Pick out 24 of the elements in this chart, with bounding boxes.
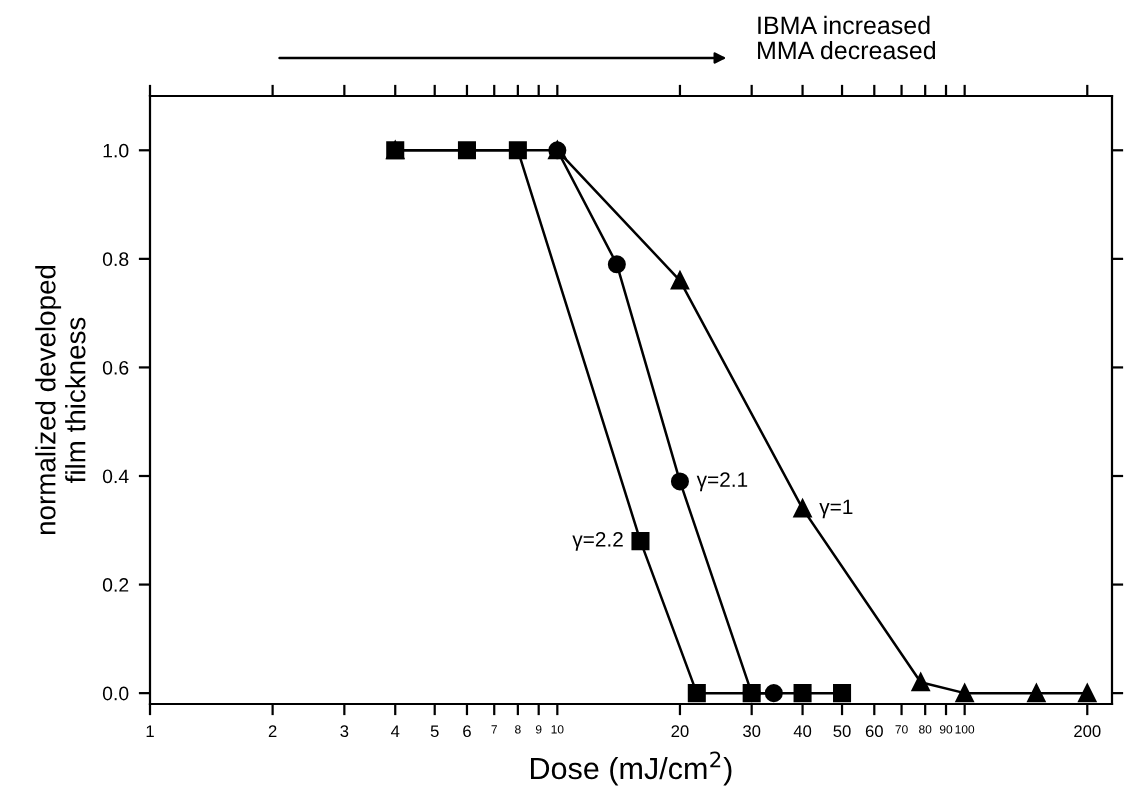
x-tick-label: 6: [463, 725, 471, 738]
y-tick-label: 0.8: [102, 252, 129, 267]
y-tick-label: 0.6: [102, 360, 129, 375]
y-axis-title: normalized developed film thickness: [35, 265, 86, 535]
x-tick-label: 3: [340, 725, 349, 738]
y-tick-label: 1.0: [103, 143, 129, 158]
x-tick-label: 1: [146, 725, 154, 737]
text: IBMA increased MMA decreased: [758, 15, 936, 60]
x-tick-label: 60: [865, 725, 883, 738]
x-tick-label: 5: [430, 725, 439, 738]
y-tick-label: 0.4: [102, 469, 129, 484]
series-label: γ=2.1: [696, 472, 748, 492]
x-tick-label: 30: [743, 725, 761, 738]
y-tick-label: 0.0: [102, 686, 129, 701]
y-tick-label: 0.2: [102, 578, 129, 592]
series-label: γ=1: [819, 499, 853, 519]
x-axis-title: Dose (mJ/cm$^{2}$): [530, 751, 732, 786]
x-tick-label: 20: [671, 725, 689, 738]
x-tick-label: 4: [390, 725, 400, 737]
x-tick-label: 200: [1074, 725, 1101, 738]
x-tick-label: 2: [268, 725, 277, 737]
series-label: γ=2.2: [572, 531, 623, 551]
x-tick-label: 40: [793, 725, 812, 738]
x-tick-label: 50: [833, 725, 851, 738]
